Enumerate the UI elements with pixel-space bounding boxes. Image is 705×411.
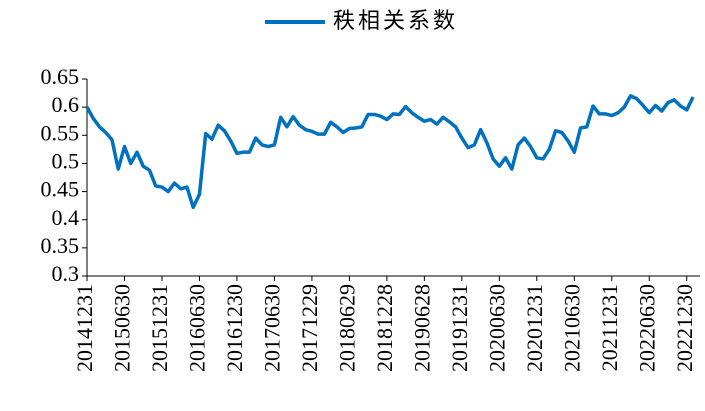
data-line (85, 94, 695, 210)
x-tick-label: 20170630 (259, 284, 284, 372)
x-tick-label: 20190628 (409, 284, 434, 372)
y-tick-label: 0.45 (41, 177, 80, 202)
x-tick-label: 20201231 (522, 284, 547, 372)
x-tick-label: 20181228 (372, 284, 397, 372)
x-tick-label: 20141231 (72, 284, 97, 372)
y-tick-label: 0.3 (52, 261, 80, 286)
x-tick-label: 20221230 (672, 284, 697, 372)
x-tick-label: 20161230 (222, 284, 247, 372)
x-tick-label: 20180629 (334, 284, 359, 372)
x-tick-label: 20220630 (634, 284, 659, 372)
x-tick-label: 20210630 (559, 284, 584, 372)
y-tick-label: 0.35 (41, 233, 80, 258)
x-tick-label: 20160630 (185, 284, 210, 372)
x-tick-label: 20171229 (297, 284, 322, 372)
y-tick-label: 0.6 (52, 92, 80, 117)
x-tick-label: 20211231 (597, 284, 622, 371)
x-tick-label: 20191231 (447, 284, 472, 372)
x-tick-label: 20150630 (110, 284, 135, 372)
x-tick-label: 20151231 (147, 284, 172, 372)
legend-label: 秩相关系数 (333, 8, 458, 33)
y-tick-label: 0.55 (41, 120, 80, 145)
x-tick-label: 20200630 (484, 284, 509, 372)
y-tick-label: 0.65 (41, 64, 80, 89)
y-tick-label: 0.4 (52, 205, 80, 230)
y-tick-label: 0.5 (52, 148, 80, 173)
